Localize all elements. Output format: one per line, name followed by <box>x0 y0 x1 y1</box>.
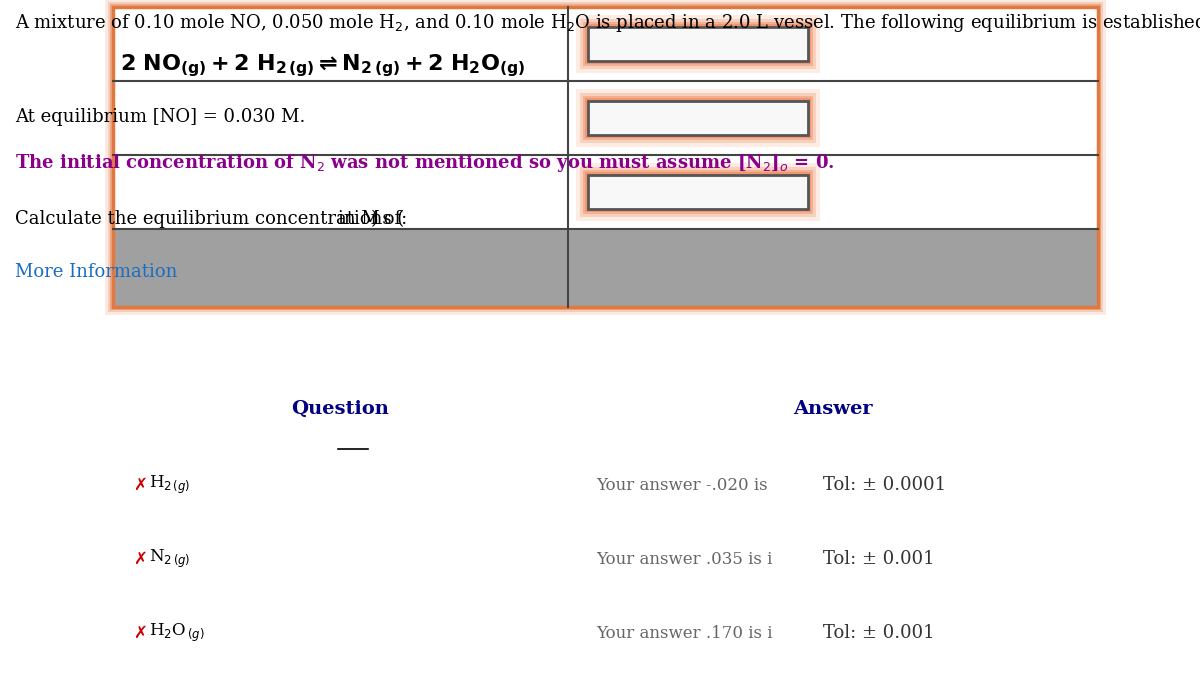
Text: Your answer .170 is i: Your answer .170 is i <box>596 624 773 642</box>
Text: ✗: ✗ <box>133 476 146 494</box>
Bar <box>580 19 816 69</box>
Bar <box>586 24 811 64</box>
Text: H$_2$O$_{\,(g)}$: H$_2$O$_{\,(g)}$ <box>149 622 205 644</box>
Bar <box>113 7 1098 81</box>
Bar <box>108 2 1103 312</box>
Bar <box>106 0 1106 315</box>
Bar <box>576 15 820 73</box>
Bar <box>110 4 1102 310</box>
Text: Tol: ± 0.001: Tol: ± 0.001 <box>823 550 935 568</box>
Bar <box>580 167 816 217</box>
Text: in M: in M <box>338 210 379 228</box>
Text: N$_{2\,(g)}$: N$_{2\,(g)}$ <box>149 548 191 570</box>
Text: At equilibrium [NO] = 0.030 M.: At equilibrium [NO] = 0.030 M. <box>14 108 305 126</box>
Bar <box>113 81 1098 155</box>
Bar <box>583 96 814 140</box>
Bar <box>586 98 811 138</box>
Bar <box>576 163 820 221</box>
Bar <box>576 89 820 147</box>
Text: ) of:: ) of: <box>371 210 407 228</box>
Text: Calculate the equilibrium concentrations (: Calculate the equilibrium concentrations… <box>14 210 404 228</box>
Bar <box>588 27 808 61</box>
Text: ✗: ✗ <box>133 624 146 642</box>
Text: H$_{2\,(g)}$: H$_{2\,(g)}$ <box>149 474 191 496</box>
Bar <box>113 155 1098 229</box>
Bar <box>588 175 808 209</box>
Text: The initial concentration of N$_2$ was not mentioned so you must assume [N$_2$]$: The initial concentration of N$_2$ was n… <box>14 152 835 174</box>
Text: Answer: Answer <box>793 400 872 418</box>
Text: A mixture of 0.10 mole NO, 0.050 mole H$_2$, and 0.10 mole H$_2$O is placed in a: A mixture of 0.10 mole NO, 0.050 mole H$… <box>14 12 1200 34</box>
Bar <box>580 93 816 143</box>
Bar <box>588 27 808 61</box>
Text: Your answer -.020 is: Your answer -.020 is <box>596 477 768 494</box>
Text: Tol: ± 0.0001: Tol: ± 0.0001 <box>823 476 946 494</box>
Bar <box>583 170 814 214</box>
Bar <box>113 7 1098 307</box>
Text: More Information: More Information <box>14 263 178 281</box>
Bar <box>583 22 814 66</box>
Bar <box>588 101 808 135</box>
Text: Question: Question <box>292 400 390 418</box>
Bar <box>588 101 808 135</box>
Text: ✗: ✗ <box>133 550 146 568</box>
Text: Tol: ± 0.001: Tol: ± 0.001 <box>823 624 935 642</box>
Bar <box>113 229 1098 307</box>
Bar <box>588 175 808 209</box>
Text: Your answer .035 is i: Your answer .035 is i <box>596 550 773 567</box>
Bar <box>586 172 811 212</box>
Text: $\mathbf{2\ NO_{(g)} + 2\ H_{2\,(g)} \rightleftharpoons N_{2\,(g)} + 2\ H_2O_{(g: $\mathbf{2\ NO_{(g)} + 2\ H_{2\,(g)} \ri… <box>120 52 526 79</box>
